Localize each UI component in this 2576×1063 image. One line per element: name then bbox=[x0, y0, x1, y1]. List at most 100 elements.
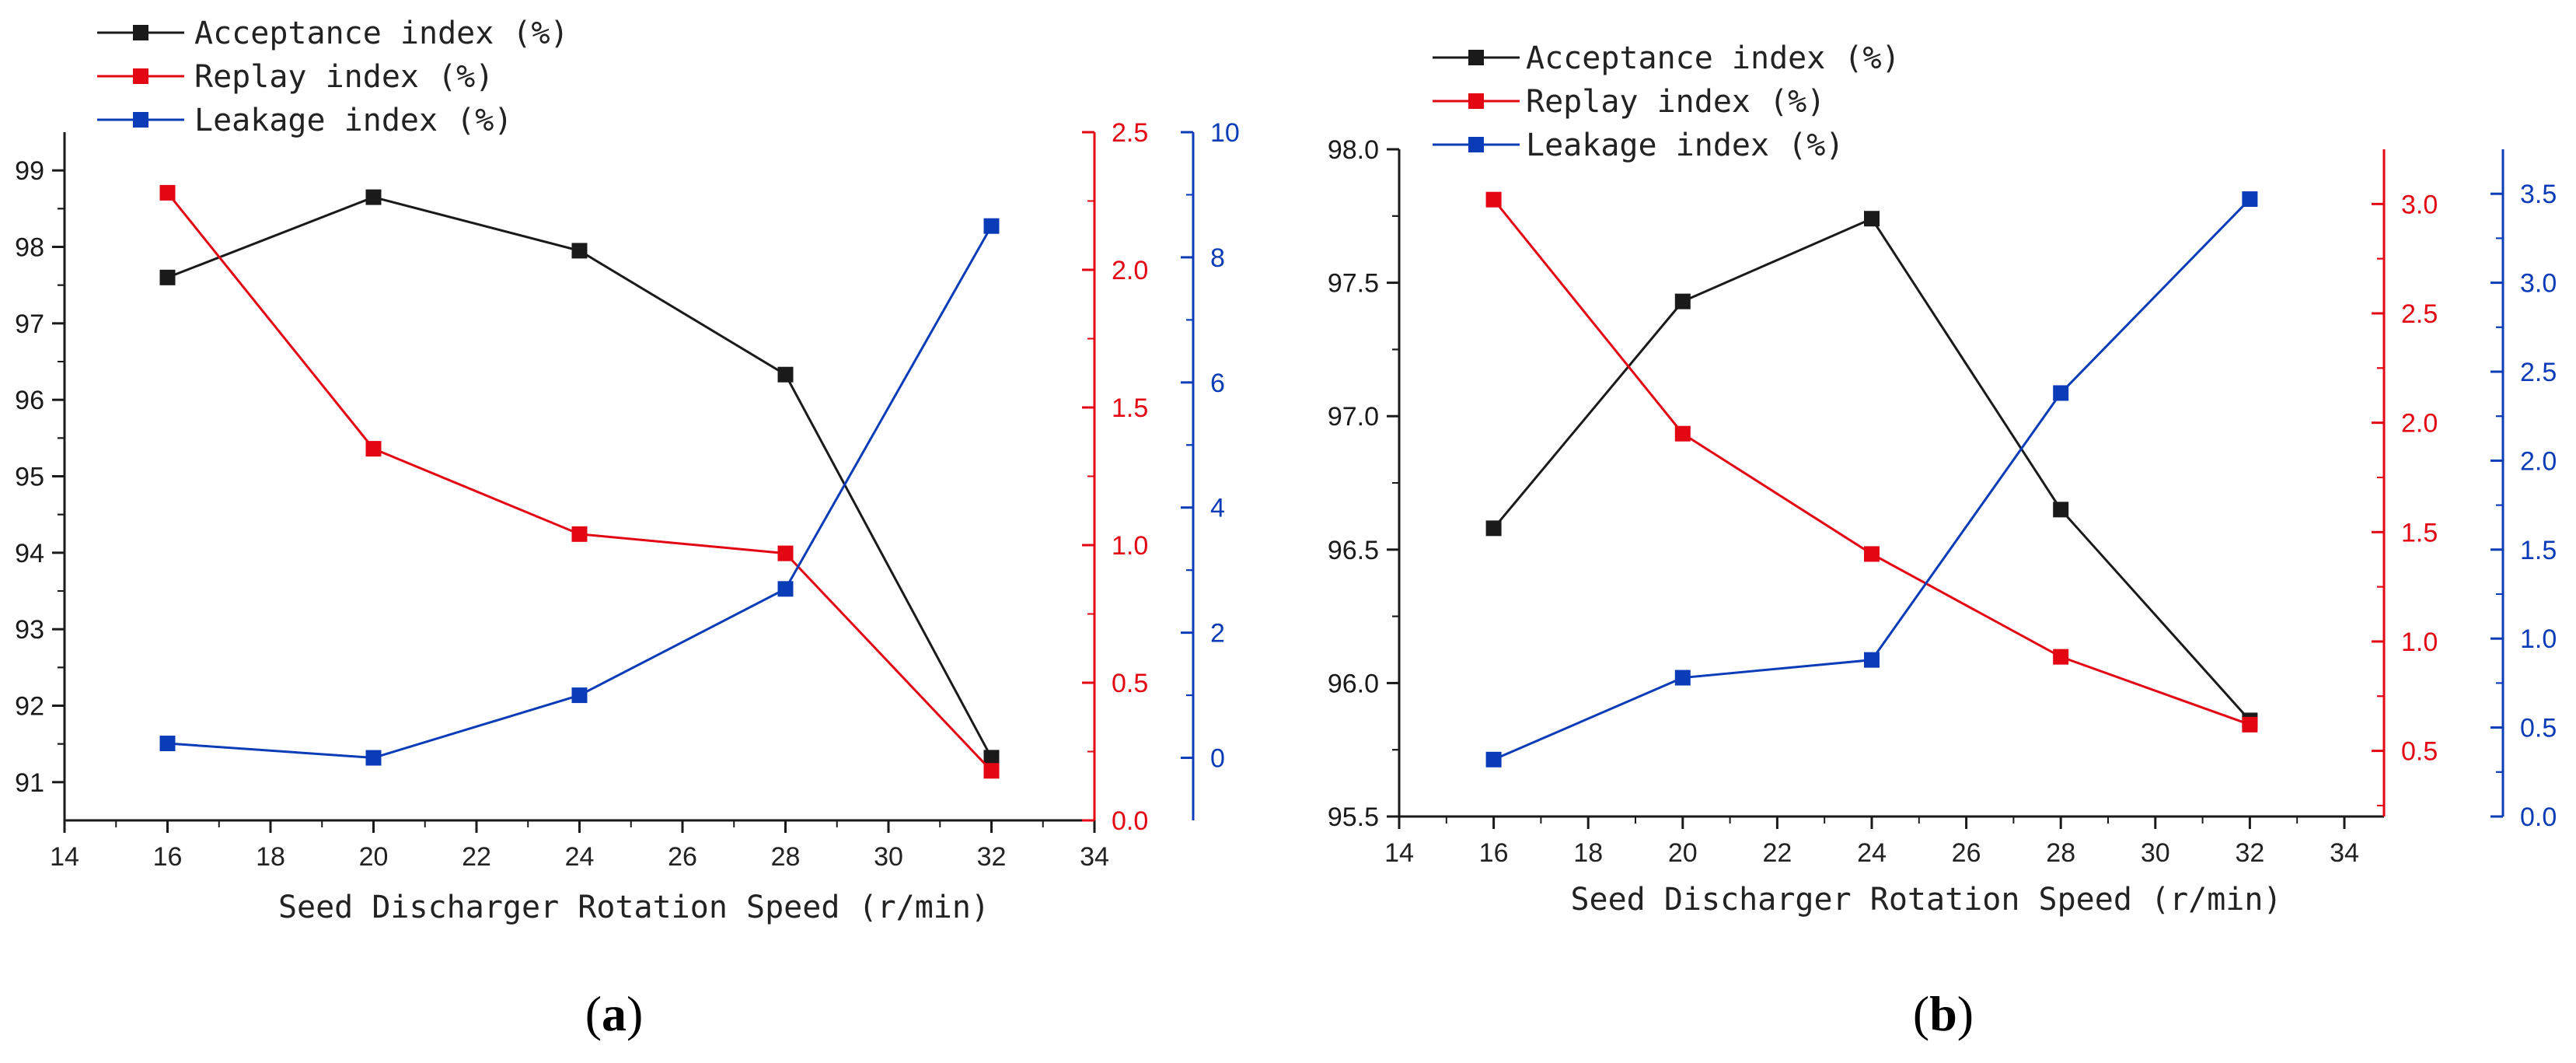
x-tick-label: 30 bbox=[2141, 838, 2170, 868]
acceptance-data-point bbox=[1674, 293, 1691, 309]
replay-y-tick-label: 2.0 bbox=[1112, 256, 1148, 285]
acceptance-y-tick-label: 97.5 bbox=[1328, 269, 1379, 299]
acceptance-y-tick-label: 96 bbox=[15, 386, 44, 415]
x-tick-label: 30 bbox=[874, 842, 903, 872]
panel-label-open: ( bbox=[585, 986, 602, 1041]
legend-label-acceptance: Acceptance index (%) bbox=[194, 16, 569, 51]
acceptance-data-point bbox=[777, 366, 794, 383]
panel-label-close: ) bbox=[1957, 986, 1974, 1041]
x-tick-label: 16 bbox=[1479, 838, 1509, 868]
x-tick-label: 24 bbox=[1857, 838, 1887, 868]
leakage-data-point bbox=[365, 750, 382, 766]
replay-data-point bbox=[1674, 425, 1691, 442]
x-tick-label: 34 bbox=[1080, 842, 1109, 872]
x-tick-label: 20 bbox=[1668, 838, 1698, 868]
leakage-data-point bbox=[2053, 385, 2069, 401]
leakage-y-tick-label: 6 bbox=[1210, 369, 1225, 398]
leakage-series-line bbox=[167, 225, 993, 760]
leakage-y-tick-label: 4 bbox=[1210, 494, 1225, 523]
replay-y-tick-label: 2.5 bbox=[1112, 118, 1148, 148]
replay-y-tick-label: 0.0 bbox=[1112, 806, 1148, 836]
replay-y-tick-label: 2.5 bbox=[2401, 299, 2438, 329]
legend-marker-leakage bbox=[1468, 137, 1484, 152]
legend-marker-acceptance bbox=[1468, 50, 1484, 65]
x-tick-label: 20 bbox=[359, 842, 389, 872]
leakage-y-tick-label: 3.5 bbox=[2520, 180, 2557, 209]
legend-label-leakage: Leakage index (%) bbox=[1526, 128, 1844, 163]
acceptance-data-point bbox=[1864, 211, 1880, 227]
replay-data-point bbox=[777, 545, 794, 561]
x-tick-label: 28 bbox=[2046, 838, 2075, 868]
acceptance-y-tick-label: 98 bbox=[15, 233, 44, 263]
leakage-y-tick-label: 0 bbox=[1210, 744, 1225, 774]
legend-marker-leakage bbox=[133, 112, 148, 128]
acceptance-series-line bbox=[166, 196, 993, 759]
chart-panel-b: 14 16 18 20 22 24 26 28 30 32 34 Seed Discharger Ro… bbox=[1328, 40, 2557, 1041]
acceptance-data-point bbox=[365, 189, 382, 205]
replay-y-tick-label: 0.5 bbox=[1112, 669, 1148, 698]
acceptance-y-tick-label: 97 bbox=[15, 309, 44, 339]
x-tick-label: 22 bbox=[462, 842, 491, 872]
replay-data-point bbox=[1864, 546, 1880, 562]
x-tick-label: 34 bbox=[2330, 838, 2359, 868]
x-tick-label: 26 bbox=[668, 842, 697, 872]
replay-data-point bbox=[571, 526, 588, 542]
replay-data-point bbox=[983, 763, 1000, 779]
replay-y-tick-label: 1.0 bbox=[1112, 531, 1148, 561]
legend-label-replay: Replay index (%) bbox=[1526, 84, 1825, 120]
acceptance-series-line bbox=[1492, 217, 2251, 722]
replay-data-point bbox=[365, 441, 382, 457]
leakage-data-point bbox=[571, 687, 588, 704]
x-tick-label: 32 bbox=[2235, 838, 2264, 868]
legend-marker-replay bbox=[1468, 93, 1484, 109]
x-axis-title: Seed Discharger Rotation Speed (r/min) bbox=[278, 890, 990, 925]
x-tick-label: 26 bbox=[1952, 838, 1981, 868]
leakage-y-tick-label: 1.0 bbox=[2520, 624, 2557, 654]
legend-label-acceptance: Acceptance index (%) bbox=[1526, 40, 1901, 76]
legend-marker-acceptance bbox=[133, 25, 148, 40]
legend-label-leakage: Leakage index (%) bbox=[194, 103, 512, 138]
leakage-series-line bbox=[1493, 198, 2251, 761]
replay-data-point bbox=[159, 184, 176, 201]
acceptance-y-tick-label: 92 bbox=[15, 692, 44, 722]
x-tick-label: 18 bbox=[256, 842, 285, 872]
replay-y-tick-label: 0.5 bbox=[2401, 737, 2438, 767]
leakage-data-point bbox=[983, 218, 1000, 234]
x-tick-label: 18 bbox=[1573, 838, 1603, 868]
replay-y-tick-label: 3.0 bbox=[2401, 190, 2438, 219]
leakage-y-tick-label: 0.0 bbox=[2520, 802, 2557, 832]
leakage-data-point bbox=[2242, 191, 2258, 208]
leakage-data-point bbox=[159, 736, 176, 752]
acceptance-y-tick-label: 91 bbox=[15, 768, 44, 798]
acceptance-data-point bbox=[1485, 520, 1502, 537]
replay-series-line bbox=[166, 191, 993, 772]
x-tick-label: 22 bbox=[1762, 838, 1792, 868]
acceptance-y-tick-label: 97.0 bbox=[1328, 402, 1379, 432]
x-tick-label: 14 bbox=[1384, 838, 1414, 868]
x-tick-label: 24 bbox=[565, 842, 595, 872]
leakage-data-point bbox=[1485, 751, 1502, 768]
legend-marker-replay bbox=[133, 68, 148, 84]
acceptance-data-point bbox=[159, 269, 176, 285]
panel-label-close: ) bbox=[627, 986, 643, 1041]
replay-series-line bbox=[1492, 198, 2250, 726]
acceptance-y-tick-label: 95.5 bbox=[1328, 802, 1379, 832]
acceptance-data-point bbox=[983, 750, 1000, 766]
leakage-data-point bbox=[1674, 670, 1691, 686]
panel-label: (a) bbox=[585, 986, 644, 1041]
leakage-y-tick-label: 8 bbox=[1210, 243, 1225, 273]
legend-label-replay: Replay index (%) bbox=[194, 59, 494, 95]
leakage-y-tick-label: 0.5 bbox=[2520, 714, 2557, 743]
leakage-y-tick-label: 1.5 bbox=[2520, 536, 2557, 565]
panel-label-letter: a bbox=[602, 986, 627, 1041]
leakage-y-tick-label: 10 bbox=[1210, 118, 1240, 148]
panel-label: (b) bbox=[1913, 986, 1974, 1041]
acceptance-y-tick-label: 98.0 bbox=[1328, 135, 1379, 165]
leakage-data-point bbox=[777, 581, 794, 597]
x-tick-label: 32 bbox=[977, 842, 1007, 872]
replay-data-point bbox=[2242, 716, 2258, 733]
x-tick-label: 14 bbox=[50, 842, 79, 872]
acceptance-data-point bbox=[571, 243, 588, 259]
acceptance-y-tick-label: 96.0 bbox=[1328, 669, 1379, 698]
x-tick-label: 16 bbox=[153, 842, 183, 872]
